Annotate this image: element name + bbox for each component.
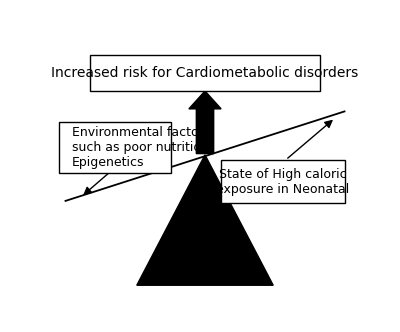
FancyBboxPatch shape [220,160,344,204]
FancyBboxPatch shape [90,55,320,91]
Polygon shape [137,155,273,285]
Text: State of High caloric
exposure in Neonatal: State of High caloric exposure in Neonat… [216,168,349,196]
FancyBboxPatch shape [59,122,171,173]
Text: Increased risk for Cardiometabolic disorders: Increased risk for Cardiometabolic disor… [51,66,359,80]
Text: Environmental factors
such as poor nutrition
Epigenetics: Environmental factors such as poor nutri… [72,126,210,169]
Polygon shape [189,91,221,154]
